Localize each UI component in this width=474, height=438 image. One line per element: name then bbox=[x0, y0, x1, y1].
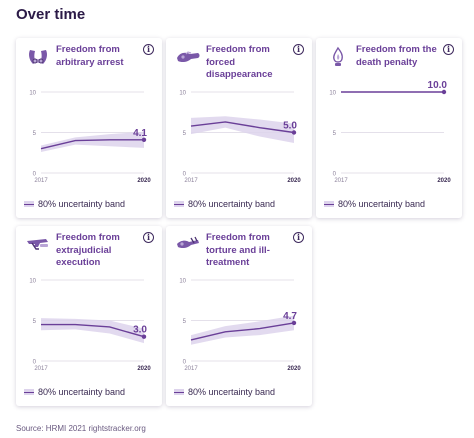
y-tick-label: 0 bbox=[33, 172, 37, 178]
band-swatch bbox=[324, 201, 334, 207]
x-tick-label: 2020 bbox=[287, 178, 301, 184]
value-label: 10.0 bbox=[428, 80, 448, 91]
legend-label: 80% uncertainty band bbox=[188, 387, 276, 397]
legend: 80% uncertainty band bbox=[24, 198, 125, 210]
y-tick-label: 5 bbox=[33, 131, 37, 137]
end-point bbox=[141, 137, 147, 142]
x-tick-label: 2017 bbox=[184, 366, 198, 372]
gun-icon bbox=[27, 239, 48, 250]
y-tick-label: 0 bbox=[333, 172, 337, 178]
torture-icon bbox=[177, 236, 199, 249]
info-icon[interactable]: i bbox=[293, 232, 304, 243]
y-tick-label: 0 bbox=[183, 360, 187, 366]
series-line bbox=[40, 139, 144, 150]
series-line bbox=[190, 121, 295, 134]
line-chart: 0 5 10 2017 2020 10.0 bbox=[329, 80, 451, 184]
value-label: 5.0 bbox=[283, 121, 297, 132]
flame-icon bbox=[333, 46, 343, 66]
y-tick-label: 5 bbox=[33, 319, 37, 325]
line-chart: 0 5 10 2017 2020 5.0 bbox=[179, 91, 301, 185]
card-extrajudicial-execution: Freedom from extrajudicial execution i 0… bbox=[16, 226, 162, 406]
card-title: Freedom from arbitrary arrest bbox=[56, 44, 124, 68]
x-tick-label: 2020 bbox=[137, 178, 151, 184]
x-tick-label: 2017 bbox=[34, 178, 48, 184]
line-chart: 0 5 10 2017 2020 4.1 bbox=[29, 91, 151, 185]
card-title: Freedom from torture and ill-treatment bbox=[206, 232, 270, 268]
hands-icon bbox=[29, 50, 47, 64]
info-icon[interactable]: i bbox=[443, 44, 454, 55]
y-tick-label: 5 bbox=[183, 319, 187, 325]
legend: 80% uncertainty band bbox=[174, 198, 275, 210]
y-tick-label: 10 bbox=[179, 91, 186, 97]
card-header: Freedom from the death penalty i bbox=[324, 44, 454, 84]
source-note: Source: HRMI 2021 rightstracker.org bbox=[16, 424, 146, 433]
card-arbitrary-arrest: Freedom from arbitrary arrest i 0 5 10 2017… bbox=[16, 38, 162, 218]
series-line bbox=[41, 323, 145, 338]
legend: 80% uncertainty band bbox=[174, 386, 275, 398]
x-tick-label: 2017 bbox=[34, 366, 48, 372]
page-title: Over time bbox=[16, 6, 86, 23]
legend-label: 80% uncertainty band bbox=[338, 199, 426, 209]
uncertainty-band bbox=[41, 131, 144, 152]
card-torture: Freedom from torture and ill-treatment i… bbox=[166, 226, 312, 406]
x-tick-label: 2017 bbox=[334, 178, 348, 184]
legend: 80% uncertainty band bbox=[24, 386, 125, 398]
legend-label: 80% uncertainty band bbox=[188, 199, 276, 209]
y-tick-label: 10 bbox=[329, 91, 336, 97]
card-header: Freedom from torture and ill-treatment i bbox=[174, 232, 304, 272]
info-icon[interactable]: i bbox=[143, 232, 154, 243]
band-swatch bbox=[24, 389, 34, 395]
value-label: 3.0 bbox=[133, 325, 147, 336]
y-tick-label: 0 bbox=[33, 360, 37, 366]
card-header: Freedom from arbitrary arrest i bbox=[24, 44, 154, 84]
y-tick-label: 10 bbox=[29, 279, 36, 285]
value-label: 4.7 bbox=[283, 311, 297, 322]
end-point bbox=[441, 89, 447, 95]
y-tick-label: 5 bbox=[333, 131, 337, 137]
card-death-penalty: Freedom from the death penalty i 0 5 10 201… bbox=[316, 38, 462, 218]
end-point bbox=[291, 130, 297, 135]
legend: 80% uncertainty band bbox=[324, 198, 425, 210]
end-point bbox=[291, 320, 297, 326]
line-chart: 0 5 10 2017 2020 3.0 bbox=[29, 279, 151, 373]
end-point bbox=[141, 334, 147, 339]
legend-label: 80% uncertainty band bbox=[38, 387, 126, 397]
uncertainty-band bbox=[41, 318, 144, 344]
value-label: 4.1 bbox=[133, 128, 147, 139]
x-tick-label: 2017 bbox=[184, 178, 198, 184]
y-tick-label: 5 bbox=[183, 131, 187, 137]
card-forced-disappearance: Freedom from forced disappearance i 0 5 10… bbox=[166, 38, 312, 218]
info-icon[interactable]: i bbox=[143, 44, 154, 55]
series-line bbox=[190, 322, 295, 341]
card-title: Freedom from the death penalty bbox=[356, 44, 437, 68]
card-title: Freedom from forced disappearance bbox=[206, 44, 273, 80]
line-chart: 0 5 10 2017 2020 4.7 bbox=[179, 279, 301, 373]
x-tick-label: 2020 bbox=[137, 366, 151, 372]
y-tick-label: 10 bbox=[29, 91, 36, 97]
legend-label: 80% uncertainty band bbox=[38, 199, 126, 209]
card-header: Freedom from forced disappearance i bbox=[174, 44, 304, 84]
x-tick-label: 2020 bbox=[287, 366, 301, 372]
x-tick-label: 2020 bbox=[437, 178, 451, 184]
band-swatch bbox=[174, 201, 184, 207]
y-tick-label: 10 bbox=[179, 279, 186, 285]
band-swatch bbox=[174, 389, 184, 395]
band-swatch bbox=[24, 201, 34, 207]
y-tick-label: 0 bbox=[183, 172, 187, 178]
card-header: Freedom from extrajudicial execution i bbox=[24, 232, 154, 272]
card-title: Freedom from extrajudicial execution bbox=[56, 232, 120, 268]
fist-icon bbox=[177, 51, 200, 63]
info-icon[interactable]: i bbox=[293, 44, 304, 55]
